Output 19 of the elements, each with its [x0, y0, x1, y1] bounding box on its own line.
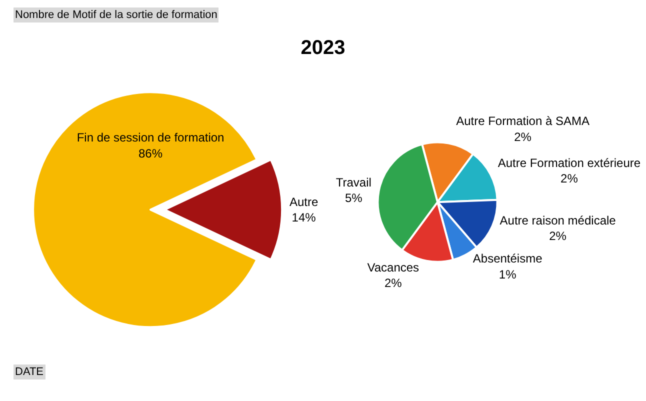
data-label: 2%	[549, 229, 567, 244]
data-label: 2%	[384, 276, 402, 290]
slice-label: Absentéisme	[472, 252, 543, 266]
slice-label: Vacances	[367, 260, 420, 274]
chart-title: 2023	[300, 37, 346, 60]
data-label: 86%	[138, 146, 163, 160]
slice-label: Travail	[336, 176, 372, 190]
text: Nombre de Motif de la sortie de formation	[15, 9, 218, 21]
slice-label: Autre	[289, 194, 318, 209]
text: DATE	[15, 366, 44, 378]
slice-label: Autre Formation extérieure	[498, 156, 641, 170]
data-label: 14%	[292, 210, 316, 224]
data-label: 1%	[498, 267, 517, 282]
data-label: 2%	[514, 130, 532, 144]
slice-label: Fin de session de formation	[76, 130, 224, 145]
data-label: 5%	[344, 191, 363, 206]
slice-label: Autre raison médicale	[500, 214, 616, 228]
data-label: 2%	[560, 172, 578, 186]
slice-label: Autre Formation à SAMA	[456, 114, 590, 128]
